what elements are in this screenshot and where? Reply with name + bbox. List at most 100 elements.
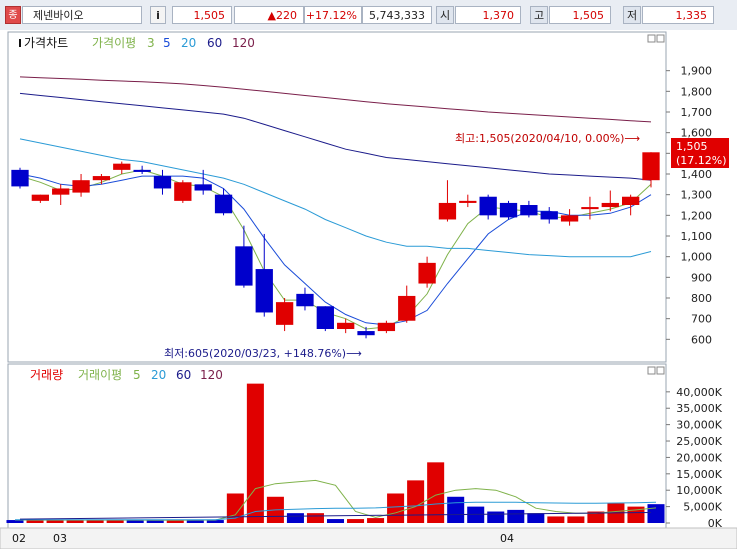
- volume-bar: [246, 383, 264, 523]
- candle-body: [398, 295, 416, 321]
- volume-tick-label: 25,000K: [676, 435, 722, 448]
- volume-bar: [26, 520, 44, 523]
- candle-body: [255, 269, 273, 313]
- volume-tick-label: 15,000K: [676, 468, 722, 481]
- x-label-feb: 02: [12, 532, 26, 545]
- low-label: 저: [623, 6, 641, 24]
- candle-body: [520, 205, 538, 216]
- price-panel-min-button[interactable]: [647, 34, 656, 43]
- volume-bar: [326, 519, 345, 523]
- volume-bar: [66, 520, 84, 523]
- candle-body: [235, 246, 253, 286]
- volume-panel-min-button[interactable]: [647, 366, 656, 375]
- candle-body: [621, 196, 640, 205]
- price-ma-line-20: [19, 138, 652, 258]
- price-tick-label: 1,800: [681, 85, 713, 98]
- stock-name-field[interactable]: 제넨바이오: [22, 6, 142, 24]
- info-button[interactable]: i: [150, 6, 166, 24]
- price-tick-label: 1,300: [681, 189, 713, 202]
- open-label: 시: [436, 6, 454, 24]
- volume-bar: [647, 504, 665, 523]
- candle-body: [194, 184, 212, 191]
- candle-body: [52, 188, 70, 195]
- price-legend-title: 가격차트: [24, 36, 68, 50]
- volume-bar: [547, 516, 565, 523]
- volume-tick-label: 5,000K: [683, 501, 722, 514]
- price-tick-label: 700: [691, 313, 712, 326]
- stock-chart[interactable]: 가격차트 가격이평 3 5 20 60 120 거래량 거래이평 5 20 60…: [0, 30, 737, 549]
- candle-body: [418, 262, 436, 284]
- price-legend-ma3: 20: [181, 36, 196, 50]
- price-tick-label: 1,700: [681, 106, 713, 119]
- candle-body: [296, 293, 314, 307]
- candle-body: [642, 152, 660, 181]
- quote-bar: 종 제넨바이오 i 1,505 ▲220 +17.12% 5,743,333 시…: [0, 0, 737, 31]
- price-panel-close-button[interactable]: [656, 34, 665, 43]
- x-axis-bar: [0, 527, 737, 549]
- low-annotation: 최저:605(2020/03/23, +148.76%)⟶: [164, 347, 362, 360]
- candle-body: [581, 207, 599, 210]
- current-price-tag-rate: (17.12%): [676, 154, 727, 167]
- price-tick-label: 800: [691, 292, 712, 305]
- volume-bar: [367, 518, 385, 523]
- open-value: 1,370: [455, 6, 521, 24]
- current-price-tag-value: 1,505: [676, 140, 708, 153]
- volume-ma-line-20: [15, 501, 657, 521]
- volume-panel-close-button[interactable]: [656, 366, 665, 375]
- candle-body: [459, 200, 477, 203]
- volume-bar: [447, 496, 465, 523]
- volume-bar: [146, 520, 164, 523]
- candle-body: [133, 169, 151, 172]
- volume-tick-label: 30,000K: [676, 419, 722, 432]
- volume-bar: [347, 519, 365, 523]
- price-tick-label: 1,000: [681, 251, 713, 264]
- price-ma-line-60: [19, 92, 652, 181]
- candle-body: [438, 202, 457, 220]
- volume-bar: [527, 513, 545, 523]
- volume-legend-ma-label: 거래이평: [78, 368, 122, 382]
- x-label-mar: 03: [53, 532, 67, 545]
- volume-bar: [306, 513, 324, 523]
- candle-body: [275, 302, 294, 325]
- candle-body: [316, 306, 334, 329]
- market-badge: 종: [5, 6, 21, 24]
- volume-legend-ma4: 120: [200, 368, 223, 382]
- candle-body: [560, 215, 579, 222]
- volume-bar: [86, 520, 104, 523]
- candle-body: [72, 180, 90, 193]
- candle-body: [377, 322, 396, 332]
- candle-body: [92, 176, 111, 181]
- volume-bar: [507, 509, 525, 523]
- price-tick-label: 1,900: [681, 65, 713, 78]
- volume-bar: [206, 520, 224, 523]
- candle-body: [499, 202, 518, 218]
- volume-bar: [286, 513, 304, 523]
- low-value: 1,335: [642, 6, 714, 24]
- price-tick-label: 600: [691, 333, 712, 346]
- change-rate: +17.12%: [304, 6, 362, 24]
- candle-body: [174, 182, 192, 201]
- price-legend-ma2: 5: [163, 36, 171, 50]
- volume-ma-line-60: [19, 512, 652, 520]
- candle-body: [113, 163, 131, 170]
- volume-bar: [6, 520, 24, 523]
- price-tick-label: 1,400: [681, 168, 713, 181]
- price-legend-ma5: 120: [232, 36, 255, 50]
- volume-legend-ma2: 20: [151, 368, 166, 382]
- volume-tick-label: 0K: [708, 517, 723, 530]
- high-value: 1,505: [549, 6, 611, 24]
- volume-bar: [106, 520, 124, 523]
- price-tick-label: 1,100: [681, 230, 713, 243]
- volume-bar: [126, 520, 144, 523]
- volume-legend-title: 거래량: [30, 368, 63, 382]
- candle-body: [11, 169, 29, 187]
- candle-body: [214, 194, 233, 214]
- high-annotation: 최고:1,505(2020/04/10, 0.00%)⟶: [455, 132, 640, 145]
- volume-plot: 0K 5,000K 10,000K 15,000K 20,000K 25,000K 30,0…: [6, 383, 723, 530]
- volume-bar: [407, 480, 425, 523]
- volume-value: 5,743,333: [362, 6, 432, 24]
- high-label: 고: [530, 6, 548, 24]
- price-tick-label: 900: [691, 271, 712, 284]
- price-legend-ma4: 60: [207, 36, 222, 50]
- volume-tick-label: 40,000K: [676, 386, 722, 399]
